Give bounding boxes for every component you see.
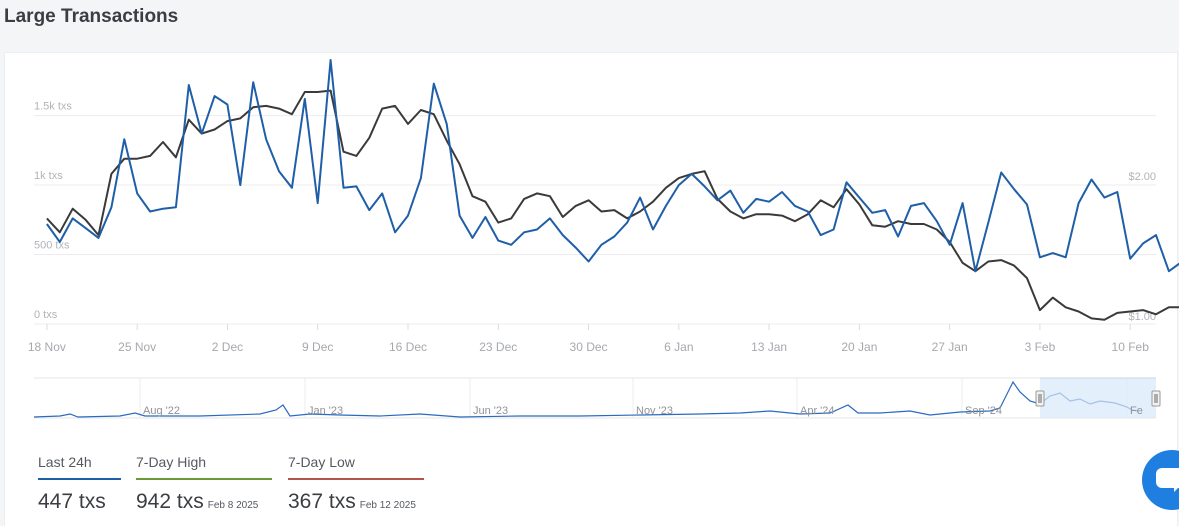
stat-7day-high-value: 942 txs Feb 8 2025 (136, 490, 258, 514)
y-right-tick-label: $2.00 (1128, 171, 1156, 183)
stat-7day-high-underline (136, 478, 272, 480)
navigator-label: Jan '23 (308, 405, 343, 417)
x-tick-label: 30 Dec (570, 340, 608, 354)
x-tick-label: 2 Dec (212, 340, 243, 354)
price-line (46, 89, 1179, 321)
series-layer (46, 59, 1179, 321)
x-tick-label: 3 Feb (1025, 340, 1056, 354)
stat-last-24h-label: Last 24h (38, 454, 92, 470)
x-axis: 18 Nov 25 Nov 2 Dec 9 Dec 16 Dec 23 Dec 30 Dec… (28, 324, 1149, 354)
y-tick-label: 500 txs (34, 240, 70, 252)
stat-last-24h-value: 447 txs (38, 490, 106, 513)
stat-last-24h: Last 24h 447 txs (38, 454, 121, 514)
stat-7day-low-value: 367 txs Feb 12 2025 (288, 490, 416, 514)
x-tick-label: 18 Nov (28, 340, 66, 354)
navigator-label: Sep '24 (965, 405, 1002, 417)
x-tick-label: 23 Dec (479, 340, 517, 354)
stat-last-24h-underline (38, 478, 121, 480)
chat-bubble-icon (1156, 468, 1179, 492)
stat-7day-high-number: 942 txs (136, 490, 204, 513)
navigator-label: Fe (1130, 405, 1143, 417)
page-title: Large Transactions (4, 6, 179, 27)
grip-handle-icon (1035, 390, 1045, 407)
stat-7day-high-date: Feb 8 2025 (207, 500, 259, 511)
stat-7day-high: 7-Day High 942 txs Feb 8 2025 (136, 454, 272, 514)
x-tick-label: 25 Nov (118, 340, 156, 354)
x-tick-label: 10 Feb (1112, 340, 1150, 354)
x-tick-label: 9 Dec (302, 340, 333, 354)
grip-handle-icon (1151, 390, 1161, 407)
transactions-line (46, 59, 1179, 273)
navigator-label: Jun '23 (473, 405, 508, 417)
y-axis-left: 0 txs 500 txs 1k txs 1.5k txs (34, 101, 72, 321)
navigator-handle-left[interactable] (1035, 390, 1045, 407)
navigator[interactable]: Aug '22 Jan '23 Jun '23 Nov '23 Apr '24 Sep '… (33, 377, 1161, 419)
navigator-label: Nov '23 (636, 405, 673, 417)
y-tick-label: 0 txs (34, 309, 58, 321)
x-tick-label: 16 Dec (389, 340, 427, 354)
navigator-selection (1040, 378, 1156, 418)
y-right-tick-label: $1.00 (1128, 311, 1156, 323)
y-axis-right: $1.00 $2.00 (1128, 171, 1156, 323)
x-tick-label: 6 Jan (664, 340, 693, 354)
y-tick-label: 1k txs (34, 170, 63, 182)
stat-7day-low: 7-Day Low 367 txs Feb 12 2025 (288, 454, 424, 514)
x-tick-label: 13 Jan (751, 340, 787, 354)
x-tick-label: 27 Jan (932, 340, 968, 354)
stat-7day-high-label: 7-Day High (136, 454, 207, 470)
stat-7day-low-underline (288, 478, 424, 480)
x-tick-label: 20 Jan (841, 340, 877, 354)
y-tick-label: 1.5k txs (34, 101, 72, 113)
stat-7day-low-label: 7-Day Low (288, 454, 355, 470)
navigator-label: Aug '22 (143, 405, 180, 417)
grid-lines (34, 115, 1156, 325)
stat-7day-low-number: 367 txs (288, 490, 356, 513)
navigator-label: Apr '24 (800, 405, 835, 417)
navigator-handle-right[interactable] (1151, 390, 1161, 407)
stat-7day-low-date: Feb 12 2025 (359, 500, 416, 511)
